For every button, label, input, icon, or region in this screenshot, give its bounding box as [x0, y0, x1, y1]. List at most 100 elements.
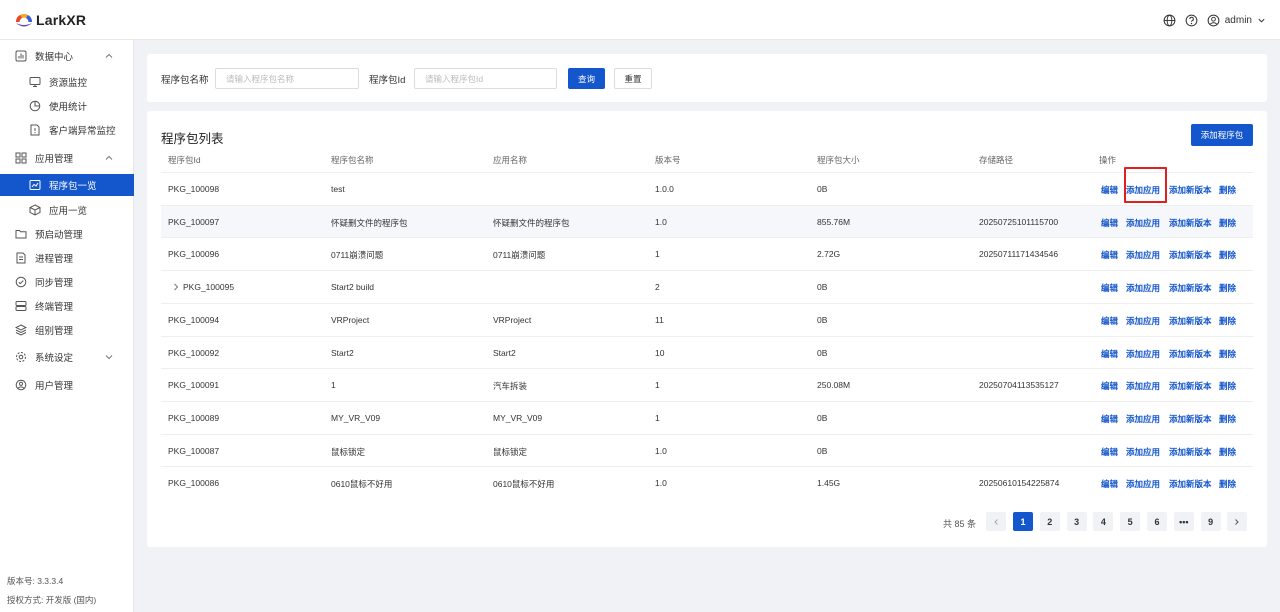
- column-header[interactable]: 程序包大小: [817, 155, 860, 165]
- edit-link[interactable]: 编辑: [1101, 381, 1119, 392]
- help-icon[interactable]: [1185, 14, 1198, 27]
- page-button[interactable]: 6: [1147, 512, 1167, 531]
- edit-link[interactable]: 编辑: [1101, 348, 1119, 359]
- delete-link[interactable]: 删除: [1219, 315, 1237, 326]
- sidebar-item-label: 系统设定: [35, 353, 74, 364]
- next-page-button[interactable]: [1227, 512, 1247, 531]
- chevron-down-icon[interactable]: [1257, 16, 1266, 25]
- edit-link[interactable]: 编辑: [1101, 283, 1119, 294]
- pkg-name-input[interactable]: [215, 68, 359, 89]
- delete-link[interactable]: 删除: [1219, 381, 1237, 392]
- page-button[interactable]: 3: [1066, 512, 1087, 531]
- cell-path: 20250725101115700: [979, 216, 1059, 227]
- page-button[interactable]: 1: [1013, 512, 1033, 531]
- add-app-link[interactable]: 添加应用: [1126, 446, 1161, 457]
- delete-link[interactable]: 删除: [1219, 348, 1237, 359]
- add-app-link[interactable]: 添加应用: [1126, 413, 1161, 424]
- add-app-link[interactable]: 添加应用: [1126, 217, 1161, 228]
- sidebar-item-sync[interactable]: 同步管理: [0, 271, 134, 293]
- sidebar-item-user-management[interactable]: 用户管理: [0, 374, 134, 396]
- delete-link[interactable]: 删除: [1219, 283, 1237, 294]
- add-version-link[interactable]: 添加新版本: [1169, 446, 1212, 457]
- sidebar-item-label: 终端管理: [35, 302, 74, 313]
- cell-pkg-id: PKG_100089: [168, 412, 220, 423]
- sidebar-item-resource-monitor[interactable]: 资源监控: [0, 71, 134, 93]
- page-button[interactable]: 2: [1039, 512, 1060, 531]
- add-version-link[interactable]: 添加新版本: [1169, 479, 1212, 490]
- edit-link[interactable]: 编辑: [1101, 446, 1119, 457]
- add-app-link[interactable]: 添加应用: [1126, 250, 1161, 261]
- cell-version: 2: [655, 282, 660, 293]
- page-button[interactable]: •••: [1173, 512, 1194, 531]
- page-button[interactable]: 9: [1200, 512, 1221, 531]
- cell-size: 0B: [817, 314, 828, 325]
- edit-link[interactable]: 编辑: [1101, 217, 1119, 228]
- add-version-link[interactable]: 添加新版本: [1169, 217, 1212, 228]
- sidebar-item-terminal[interactable]: 终端管理: [0, 295, 134, 317]
- edit-link[interactable]: 编辑: [1101, 413, 1119, 424]
- delete-link[interactable]: 删除: [1219, 217, 1237, 228]
- add-app-link[interactable]: 添加应用: [1126, 348, 1161, 359]
- edit-link[interactable]: 编辑: [1101, 479, 1119, 490]
- delete-link[interactable]: 删除: [1219, 413, 1237, 424]
- add-version-link[interactable]: 添加新版本: [1169, 315, 1212, 326]
- column-header[interactable]: 程序包Id: [168, 155, 201, 165]
- sidebar-item-groups[interactable]: 组别管理: [0, 319, 134, 341]
- add-version-link[interactable]: 添加新版本: [1169, 185, 1212, 195]
- table-row: PKG_100087 鼠标锁定 鼠标锁定 1.0 0B 编辑 添加应用 添加新版本 删除: [161, 433, 1253, 467]
- sidebar-item-process[interactable]: 进程管理: [0, 247, 134, 269]
- column-header[interactable]: 版本号: [655, 155, 681, 165]
- pkg-id-input[interactable]: [414, 68, 557, 89]
- column-header[interactable]: 存储路径: [979, 155, 1014, 165]
- add-app-link[interactable]: 添加应用: [1126, 381, 1161, 392]
- sidebar-item-prelaunch[interactable]: 预启动管理: [0, 223, 134, 245]
- sidebar-item-label: 进程管理: [35, 254, 74, 265]
- table-row: PKG_100096 0711崩溃问题 0711崩溃问题 1 2.72G 20250711…: [161, 237, 1253, 270]
- sidebar-item-app-management[interactable]: 应用管理: [0, 147, 134, 169]
- logo-text: LarkXR: [36, 11, 87, 28]
- sidebar-item-system-settings[interactable]: 系统设定: [0, 346, 134, 368]
- add-package-button[interactable]: 添加程序包: [1191, 124, 1253, 146]
- expand-chevron-icon[interactable]: [172, 282, 180, 292]
- chart-icon: [15, 50, 27, 62]
- globe-icon[interactable]: [1163, 14, 1176, 27]
- sidebar-item-app-list[interactable]: 应用一览: [0, 199, 134, 221]
- query-button[interactable]: 查询: [568, 68, 605, 89]
- column-header[interactable]: 应用名称: [493, 155, 528, 165]
- sidebar-item-usage-stats[interactable]: 使用统计: [0, 95, 134, 117]
- delete-link[interactable]: 删除: [1219, 446, 1237, 457]
- cell-path: 20250711171434546: [979, 249, 1059, 260]
- server-icon: [15, 301, 27, 311]
- admin-username[interactable]: admin: [1224, 14, 1252, 26]
- delete-link[interactable]: 删除: [1219, 250, 1237, 261]
- delete-link[interactable]: 删除: [1219, 185, 1237, 195]
- add-version-link[interactable]: 添加新版本: [1169, 348, 1212, 359]
- edit-link[interactable]: 编辑: [1101, 185, 1119, 195]
- cell-size: 0B: [817, 347, 828, 358]
- delete-link[interactable]: 删除: [1219, 479, 1237, 490]
- reset-button[interactable]: 重置: [614, 68, 652, 89]
- add-app-link[interactable]: 添加应用: [1126, 479, 1161, 490]
- user-avatar-icon[interactable]: [1207, 14, 1220, 27]
- sidebar-item-package-list[interactable]: 程序包一览: [0, 174, 134, 196]
- prev-page-button[interactable]: [986, 512, 1006, 531]
- add-version-link[interactable]: 添加新版本: [1169, 413, 1212, 424]
- sidebar-item-client-exception[interactable]: 客户端异常监控: [0, 119, 134, 141]
- edit-link[interactable]: 编辑: [1101, 315, 1119, 326]
- column-header[interactable]: 程序包名称: [331, 155, 374, 165]
- add-version-link[interactable]: 添加新版本: [1169, 381, 1212, 392]
- add-app-link[interactable]: 添加应用: [1126, 315, 1161, 326]
- cell-pkg-id: PKG_100097: [168, 216, 220, 227]
- cell-size: 1.45G: [817, 478, 841, 489]
- page-button[interactable]: 5: [1120, 512, 1141, 531]
- add-app-link[interactable]: 添加应用: [1126, 283, 1161, 294]
- table-row: PKG_100091 1 汽车拆装 1 250.08M 20250704113535127…: [161, 368, 1253, 401]
- add-version-link[interactable]: 添加新版本: [1169, 283, 1212, 294]
- add-version-link[interactable]: 添加新版本: [1169, 250, 1212, 261]
- add-app-link[interactable]: 添加应用: [1126, 185, 1161, 195]
- logo[interactable]: LarkXR: [14, 10, 86, 30]
- edit-link[interactable]: 编辑: [1101, 250, 1119, 261]
- table-row: PKG_100095 Start2 build 2 0B 编辑 添加应用 添加新版本 删除: [161, 270, 1253, 303]
- page-button[interactable]: 4: [1093, 512, 1114, 531]
- sidebar-item-data-center[interactable]: 数据中心: [0, 45, 134, 67]
